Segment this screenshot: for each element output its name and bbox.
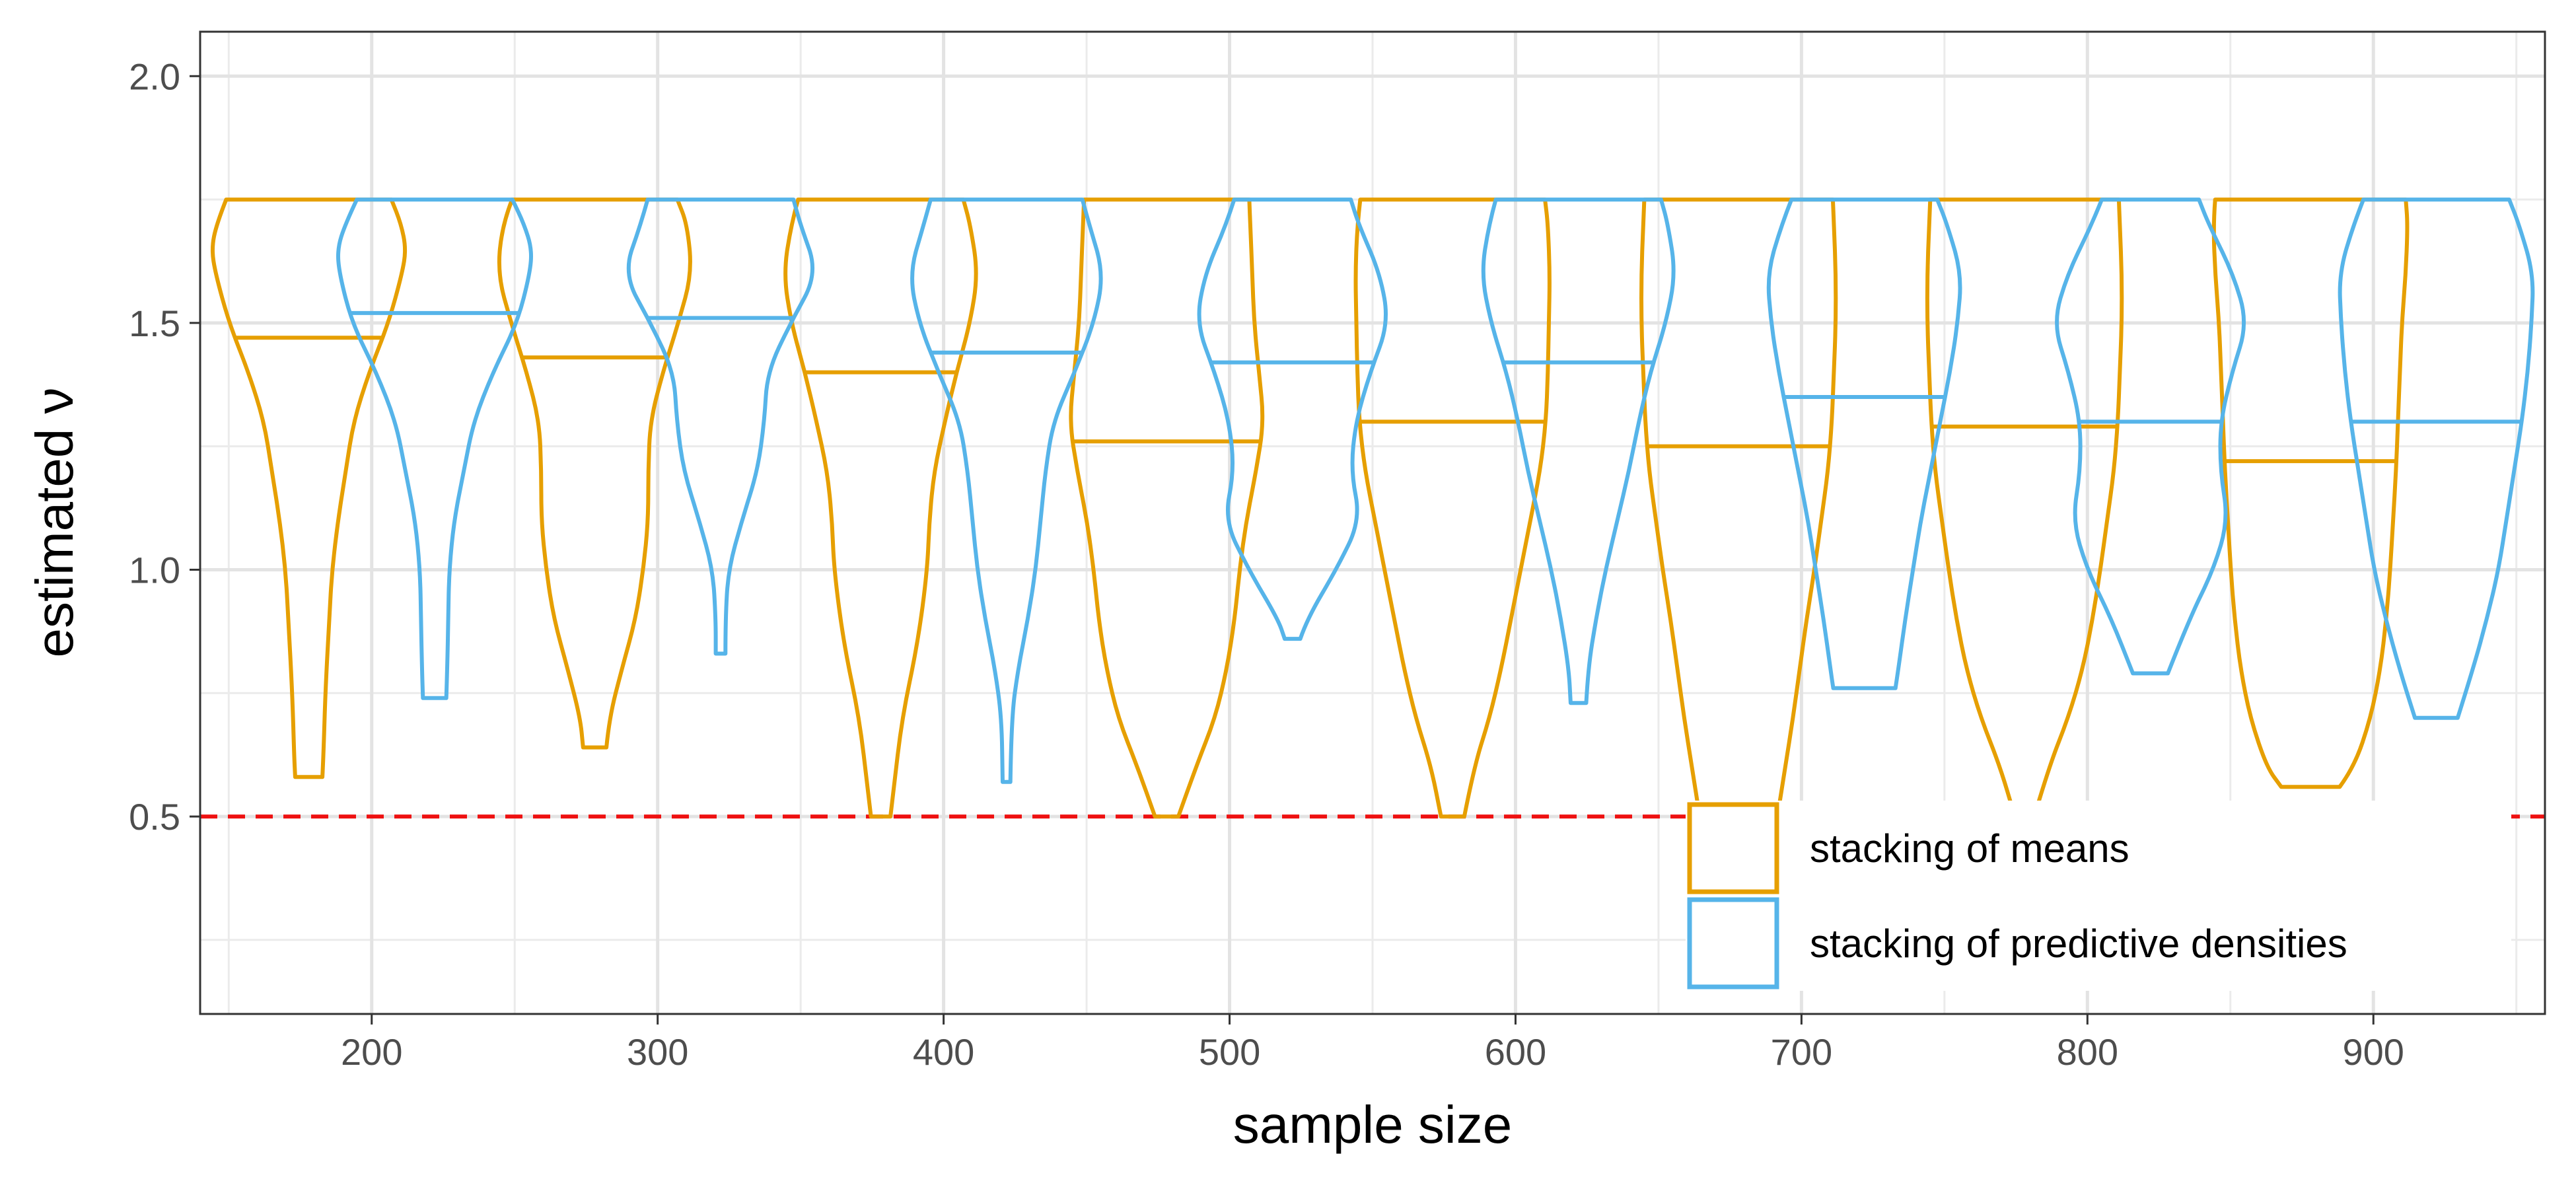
legend-background: [1686, 801, 2511, 991]
x-tick-label: 300: [627, 1031, 688, 1073]
x-tick-label: 500: [1199, 1031, 1260, 1073]
violins-layer: [210, 198, 2535, 819]
legend-key: [1687, 802, 1779, 894]
legend: stacking of means stacking of predictive …: [1686, 801, 2511, 991]
y-tick-label: 0.5: [129, 796, 180, 838]
x-tick-label: 800: [2057, 1031, 2118, 1073]
x-axis-title: sample size: [1233, 1095, 1512, 1154]
legend-key: [1687, 897, 1779, 990]
x-tick-label: 400: [913, 1031, 974, 1073]
legend-label: stacking of predictive densities: [1810, 921, 2347, 966]
x-axis: 200 300 400 500 600 700 800 900: [341, 1014, 2404, 1073]
y-axis: 0.5 1.0 1.5 2.0: [129, 55, 200, 838]
violin-shape: [1069, 198, 1265, 819]
x-tick-label: 200: [341, 1031, 402, 1073]
violin-shape: [626, 198, 814, 656]
y-tick-label: 1.5: [129, 303, 180, 344]
violin-shape: [910, 198, 1103, 784]
violin-shape: [1639, 198, 1838, 819]
plot-border: [199, 30, 2546, 1015]
x-tick-label: 900: [2343, 1031, 2404, 1073]
x-tick-label: 700: [1771, 1031, 1832, 1073]
violin-shape: [1925, 198, 2124, 819]
violin-shape: [1353, 198, 1552, 819]
violin-shape: [2211, 198, 2410, 789]
violin-shape: [783, 198, 978, 819]
violin-shape: [2338, 198, 2535, 720]
violin-shape: [1481, 198, 1676, 705]
violin-shape: [2055, 198, 2246, 676]
y-axis-title: estimated ν: [25, 387, 84, 657]
violin-shape: [1197, 198, 1388, 641]
y-tick-label: 2.0: [129, 55, 180, 97]
y-tick-label: 1.0: [129, 549, 180, 591]
x-tick-label: 600: [1485, 1031, 1546, 1073]
violin-shape: [336, 198, 533, 700]
legend-label: stacking of means: [1810, 826, 2129, 871]
violin-shape: [210, 198, 408, 779]
violin-shape: [1766, 198, 1962, 690]
violin-shape: [497, 198, 692, 750]
